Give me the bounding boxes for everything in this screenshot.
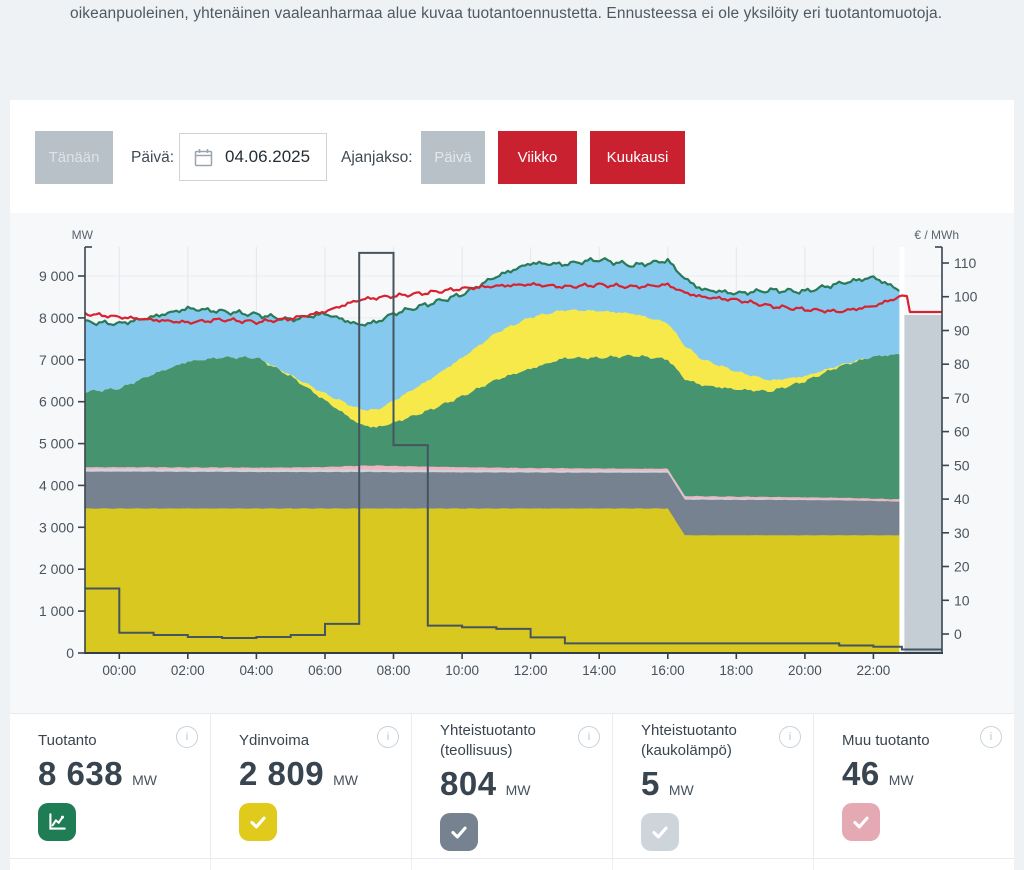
svg-text:50: 50	[954, 457, 970, 473]
svg-text:20:00: 20:00	[788, 663, 822, 678]
line-chart-icon	[38, 803, 76, 842]
check-icon	[641, 813, 679, 852]
card-value: 5	[641, 765, 660, 803]
svg-text:00:00: 00:00	[102, 663, 136, 678]
production-total-line	[84, 257, 903, 327]
svg-text:0: 0	[66, 645, 74, 661]
svg-text:12:00: 12:00	[514, 663, 548, 678]
svg-text:80: 80	[954, 356, 970, 372]
check-icon	[440, 813, 478, 852]
svg-text:14:00: 14:00	[582, 663, 616, 678]
info-icon[interactable]: i	[377, 726, 399, 748]
svg-text:40: 40	[954, 491, 970, 507]
card-label: Muu tuotanto	[842, 731, 930, 749]
chart-axes: 0 1 000 2 000 3 000 4 000 5 000 6 000 7 000 8 00…	[39, 228, 978, 678]
stat-card-yhteistuotanto-kaukolampo: i Yhteistuotanto (kaukolämpö) 5 MW	[613, 714, 814, 858]
card-unit: MW	[888, 772, 914, 789]
stat-card-yhteistuotanto-teollisuus: i Yhteistuotanto (teollisuus) 804 MW	[412, 714, 613, 858]
svg-text:22:00: 22:00	[857, 663, 891, 678]
svg-text:06:00: 06:00	[308, 663, 342, 678]
svg-text:70: 70	[954, 390, 970, 406]
svg-text:08:00: 08:00	[377, 663, 411, 678]
card-label: Yhteistuotanto (kaukolämpö)	[641, 721, 737, 759]
forecast-consumption-price	[84, 247, 942, 653]
intro-text: oikeanpuoleinen, yhtenäinen vaaleanharma…	[70, 5, 943, 22]
svg-text:5 000: 5 000	[39, 436, 74, 452]
card-unit: MW	[668, 782, 694, 799]
svg-text:0: 0	[954, 626, 962, 642]
svg-text:2 000: 2 000	[39, 561, 74, 577]
svg-text:20: 20	[954, 559, 970, 575]
info-icon[interactable]: i	[779, 726, 801, 748]
svg-text:10: 10	[954, 592, 970, 608]
controls-panel: Tänään Päivä: 04.06.2025 Ajanjakso: Päiv…	[10, 100, 1014, 213]
svg-text:100: 100	[954, 289, 978, 305]
svg-text:3 000: 3 000	[39, 519, 74, 535]
stat-card-tuotanto: i Tuotanto 8 638 MW	[10, 714, 211, 858]
svg-text:16:00: 16:00	[651, 663, 685, 678]
period-day-button[interactable]: Päivä	[421, 131, 485, 184]
card-label: Tuotanto	[38, 731, 97, 749]
svg-text:8 000: 8 000	[39, 310, 74, 326]
card-unit: MW	[132, 772, 157, 789]
check-icon	[239, 803, 277, 842]
svg-text:9 000: 9 000	[39, 268, 74, 284]
period-week-button[interactable]: Viikko	[498, 131, 577, 184]
period-month-button[interactable]: Kuukausi	[590, 131, 685, 184]
svg-text:60: 60	[954, 424, 970, 440]
info-icon[interactable]: i	[578, 726, 600, 748]
card-value: 46	[842, 755, 880, 793]
date-input[interactable]: 04.06.2025	[179, 133, 327, 181]
card-value: 8 638	[38, 755, 124, 793]
stat-card-muu-tuotanto: i Muu tuotanto 46 MW	[814, 714, 1014, 858]
svg-text:110: 110	[954, 255, 977, 271]
card-unit: MW	[333, 772, 358, 789]
production-chart-panel: 0 1 000 2 000 3 000 4 000 5 000 6 000 7 000 8 00…	[10, 213, 1014, 713]
svg-text:10:00: 10:00	[445, 663, 479, 678]
second-cards-row-partial	[10, 858, 1014, 870]
date-label: Päivä:	[131, 148, 175, 166]
period-label: Ajanjakso:	[341, 148, 413, 166]
svg-text:6 000: 6 000	[39, 394, 74, 410]
svg-text:18:00: 18:00	[719, 663, 753, 678]
info-icon[interactable]: i	[980, 726, 1002, 748]
date-value: 04.06.2025	[225, 147, 311, 166]
card-value: 804	[440, 765, 497, 803]
production-chart-canvas: 0 1 000 2 000 3 000 4 000 5 000 6 000 7 000 8 00…	[39, 228, 978, 678]
card-unit: MW	[505, 782, 531, 799]
svg-text:7 000: 7 000	[39, 352, 74, 368]
svg-text:1 000: 1 000	[39, 603, 74, 619]
svg-text:4 000: 4 000	[39, 477, 74, 493]
svg-text:04:00: 04:00	[240, 663, 274, 678]
card-value: 2 809	[239, 755, 325, 793]
svg-text:€ / MWh: € / MWh	[914, 228, 959, 242]
check-icon	[842, 803, 880, 842]
info-icon[interactable]: i	[176, 726, 198, 748]
svg-text:30: 30	[954, 525, 970, 541]
card-label: Ydinvoima	[239, 731, 310, 749]
svg-text:90: 90	[954, 323, 970, 339]
stacked-production-areas	[85, 258, 902, 653]
calendar-icon	[194, 148, 213, 166]
card-label: Yhteistuotanto (teollisuus)	[440, 721, 536, 759]
stat-cards-row: i Tuotanto 8 638 MW i Ydinvoima 2 809 MW i…	[10, 713, 1014, 858]
svg-text:MW: MW	[72, 228, 94, 242]
today-button[interactable]: Tänään	[35, 131, 113, 184]
svg-text:02:00: 02:00	[171, 663, 205, 678]
stat-card-ydinvoima: i Ydinvoima 2 809 MW	[211, 714, 412, 858]
